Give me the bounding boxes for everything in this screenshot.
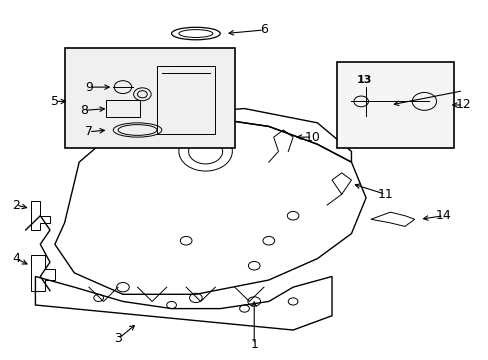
- Text: 14: 14: [435, 209, 451, 222]
- Text: 8: 8: [80, 104, 88, 117]
- Text: 7: 7: [85, 125, 93, 138]
- Text: 12: 12: [454, 99, 470, 112]
- Text: 5: 5: [51, 95, 59, 108]
- Text: 11: 11: [377, 188, 392, 201]
- Text: 6: 6: [260, 23, 267, 36]
- FancyBboxPatch shape: [336, 62, 453, 148]
- Text: 13: 13: [356, 75, 371, 85]
- Text: 2: 2: [12, 198, 20, 212]
- FancyBboxPatch shape: [64, 48, 234, 148]
- Text: 4: 4: [12, 252, 20, 265]
- Text: 3: 3: [114, 333, 122, 346]
- Text: 1: 1: [250, 338, 258, 351]
- Text: 9: 9: [85, 81, 93, 94]
- Text: 10: 10: [304, 131, 320, 144]
